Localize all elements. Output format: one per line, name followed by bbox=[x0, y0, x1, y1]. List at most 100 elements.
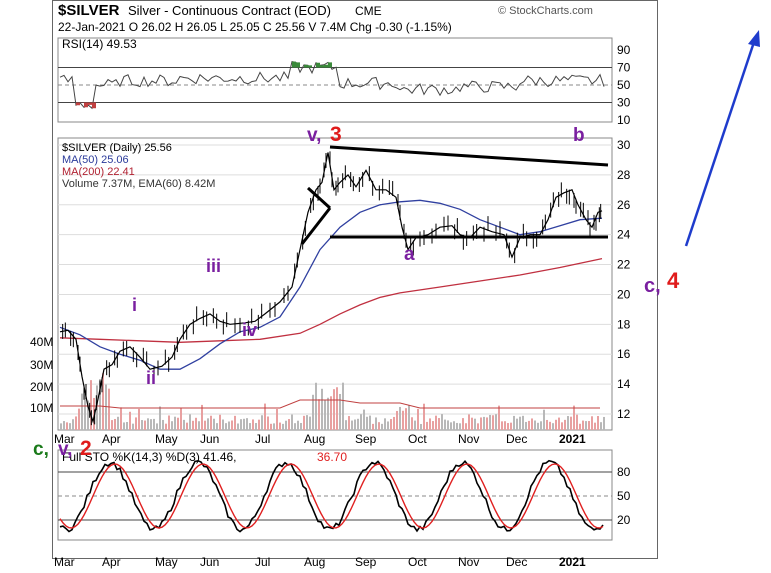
volume-bar bbox=[336, 387, 338, 430]
month-tick: Jul bbox=[255, 432, 270, 446]
volume-bar bbox=[540, 421, 542, 430]
volume-bar bbox=[339, 393, 341, 430]
volume-bar bbox=[162, 419, 164, 430]
volume-bar bbox=[357, 418, 359, 430]
projection-arrow-head bbox=[748, 30, 760, 47]
volume-bar bbox=[126, 421, 128, 430]
volume-bar bbox=[549, 421, 551, 430]
volume-bar bbox=[135, 417, 137, 430]
volume-bar bbox=[429, 418, 431, 430]
wave-2-label: 2 bbox=[80, 437, 92, 460]
volume-bar bbox=[603, 416, 605, 430]
rsi-panel bbox=[57, 37, 613, 123]
volume-bar bbox=[543, 409, 545, 430]
month-tick: Jun bbox=[200, 555, 219, 569]
month-tick: Jul bbox=[255, 555, 270, 569]
volume-bar bbox=[450, 422, 452, 430]
volume-bar bbox=[489, 414, 491, 430]
rsi-tick: 90 bbox=[617, 43, 631, 57]
volume-bar bbox=[240, 419, 242, 430]
volume-bar bbox=[564, 419, 566, 430]
price-tick: 26 bbox=[617, 198, 631, 212]
volume-bar bbox=[363, 409, 365, 430]
volume-bar bbox=[75, 416, 77, 430]
wedge-line-lower bbox=[300, 207, 332, 245]
volume-bar bbox=[513, 415, 515, 430]
volume-bar bbox=[204, 420, 206, 430]
volume-bar bbox=[471, 417, 473, 430]
volume-bar bbox=[333, 389, 335, 430]
volume-bar bbox=[378, 422, 380, 430]
volume-bar bbox=[585, 421, 587, 430]
volume-bar bbox=[297, 420, 299, 430]
month-tick: Oct bbox=[408, 555, 427, 569]
volume-bar bbox=[273, 423, 275, 430]
volume-bar bbox=[210, 415, 212, 430]
month-tick: Mar bbox=[54, 555, 75, 569]
volume-bar bbox=[573, 405, 575, 430]
volume-bar bbox=[474, 418, 476, 430]
volume-bar bbox=[219, 414, 221, 430]
volume-bar bbox=[390, 419, 392, 430]
volume-bar bbox=[558, 417, 560, 430]
month-tick: May bbox=[155, 555, 178, 569]
volume-bar bbox=[222, 419, 224, 430]
price-tick: 28 bbox=[617, 168, 631, 182]
volume-bar bbox=[510, 422, 512, 430]
volume-bar bbox=[345, 420, 347, 430]
volume-bar bbox=[306, 415, 308, 430]
volume-bar bbox=[594, 422, 596, 430]
volume-bar bbox=[399, 406, 401, 430]
volume-bar bbox=[546, 419, 548, 430]
volume-bar bbox=[312, 394, 314, 430]
month-tick: Apr bbox=[102, 432, 121, 446]
volume-bar bbox=[270, 423, 272, 430]
month-tick: Apr bbox=[102, 555, 121, 569]
trendline-top bbox=[329, 145, 609, 167]
volume-bar bbox=[441, 414, 443, 430]
volume-bar bbox=[321, 388, 323, 430]
volume-bar bbox=[291, 414, 293, 430]
volume-bar bbox=[138, 408, 140, 430]
wave-ii-label: ii bbox=[146, 368, 156, 388]
volume-bar bbox=[456, 422, 458, 430]
volume-bar bbox=[276, 409, 278, 430]
volume-bar bbox=[381, 423, 383, 430]
volume-bar bbox=[360, 414, 362, 430]
volume-bar bbox=[192, 420, 194, 430]
volume-bar bbox=[78, 408, 80, 430]
month-tick: May bbox=[155, 432, 178, 446]
volume-bar bbox=[375, 417, 377, 430]
volume-bar bbox=[486, 417, 488, 430]
volume-bar bbox=[495, 414, 497, 430]
volume-bar bbox=[423, 403, 425, 430]
volume-bar bbox=[591, 416, 593, 430]
rsi-series bbox=[59, 61, 605, 110]
volume-bar bbox=[249, 423, 251, 430]
volume-bar bbox=[324, 399, 326, 430]
volume-tick: 20M bbox=[30, 380, 53, 394]
volume-tick: 10M bbox=[30, 401, 53, 415]
volume-bar bbox=[258, 419, 260, 430]
volume-bar bbox=[186, 422, 188, 430]
volume-bar bbox=[234, 415, 236, 430]
ma200-label: MA(200) 22.41 bbox=[62, 166, 135, 178]
volume-bar bbox=[552, 423, 554, 430]
ma50-label: MA(50) 25.06 bbox=[62, 154, 129, 166]
volume-bar bbox=[435, 415, 437, 430]
price-tick: 18 bbox=[617, 317, 631, 331]
volume-bar bbox=[243, 418, 245, 430]
volume-bar bbox=[327, 397, 329, 430]
volume-bar bbox=[453, 421, 455, 430]
month-tick: Nov bbox=[458, 555, 479, 569]
rsi-tick: 30 bbox=[617, 96, 631, 110]
volume-bar bbox=[477, 423, 479, 430]
volume-bar bbox=[501, 421, 503, 430]
sto-label: Full STO %K(14,3) %D(3) 41.46, bbox=[62, 450, 237, 464]
volume-bar bbox=[408, 405, 410, 430]
volume-bar bbox=[237, 423, 239, 430]
volume-bar bbox=[159, 406, 161, 430]
wave-3-label: 3 bbox=[330, 123, 342, 146]
month-tick: 2021 bbox=[559, 555, 586, 569]
